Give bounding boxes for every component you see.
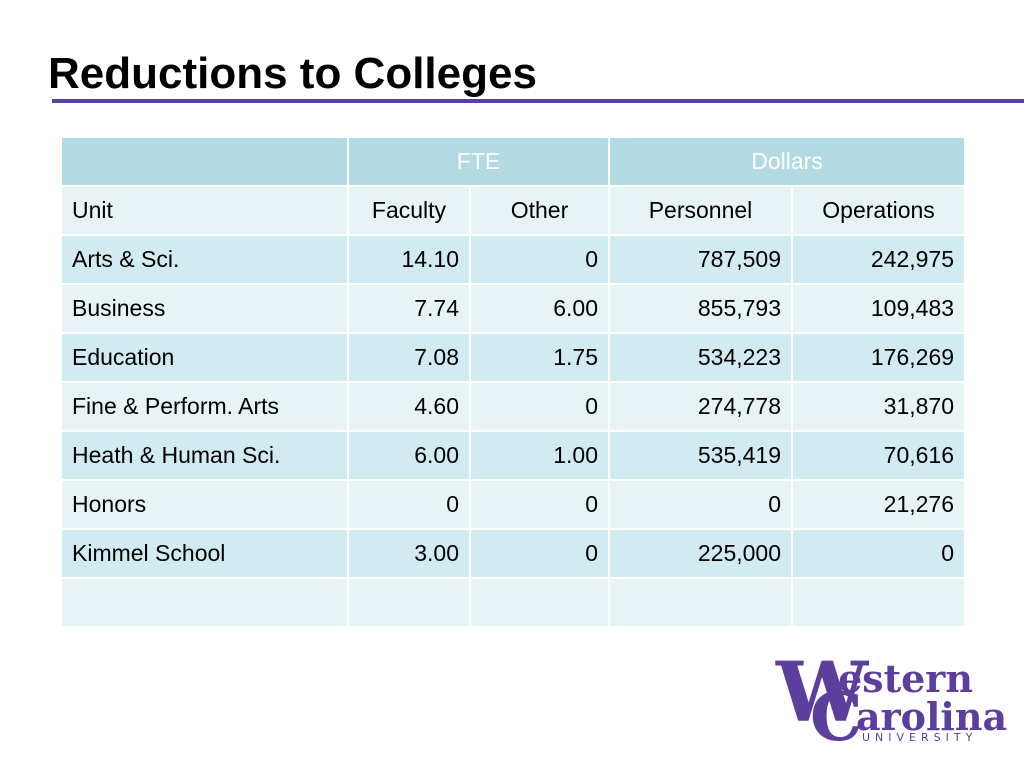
cell-other: 1.00: [468, 430, 611, 481]
cell-faculty: 7.74: [347, 283, 471, 334]
logo-line2-rest: arolina: [856, 694, 1008, 739]
group-header-fte: FTE: [346, 136, 611, 187]
cell-operations: [791, 577, 967, 628]
title-divider: [52, 99, 1024, 103]
table-row: Arts & Sci. 14.10 0 787,509 242,975: [60, 234, 967, 285]
cell-personnel: 534,223: [608, 332, 794, 383]
cell-other: [468, 577, 611, 628]
table-row: Honors 0 0 0 21,276: [60, 479, 967, 530]
column-header-row: Unit Faculty Other Personnel Operations: [60, 185, 967, 236]
column-header-other: Other: [468, 185, 611, 236]
table-row: [60, 577, 967, 628]
cell-faculty: 6.00: [347, 430, 471, 481]
cell-personnel: 787,509: [608, 234, 794, 285]
cell-unit: Heath & Human Sci.: [60, 430, 349, 481]
cell-unit: Arts & Sci.: [60, 234, 349, 285]
column-header-operations: Operations: [791, 185, 967, 236]
table-row: Kimmel School 3.00 0 225,000 0: [60, 528, 967, 579]
table-row: Heath & Human Sci. 6.00 1.00 535,419 70,616: [60, 430, 967, 481]
cell-personnel: 535,419: [608, 430, 794, 481]
cell-unit: Honors: [60, 479, 349, 530]
cell-faculty: 0: [347, 479, 471, 530]
cell-other: 1.75: [468, 332, 611, 383]
cell-faculty: 3.00: [347, 528, 471, 579]
cell-personnel: [608, 577, 794, 628]
cell-personnel: 225,000: [608, 528, 794, 579]
cell-personnel: 0: [608, 479, 794, 530]
cell-unit: Education: [60, 332, 349, 383]
logo-initial-w: W: [776, 645, 869, 741]
cell-operations: 109,483: [791, 283, 967, 334]
cell-operations: 70,616: [791, 430, 967, 481]
cell-other: 0: [468, 381, 611, 432]
cell-other: 0: [468, 479, 611, 530]
university-logo: W estern C arolina UNIVERSITY: [776, 652, 1007, 756]
cell-operations: 0: [791, 528, 967, 579]
table-row: Fine & Perform. Arts 4.60 0 274,778 31,870: [60, 381, 967, 432]
cell-unit: Business: [60, 283, 349, 334]
logo-university-text: UNIVERSITY: [862, 731, 978, 744]
cell-faculty: 14.10: [347, 234, 471, 285]
cell-personnel: 855,793: [608, 283, 794, 334]
cell-operations: 242,975: [791, 234, 967, 285]
cell-unit: [60, 577, 349, 628]
group-header-blank: [60, 136, 349, 187]
cell-other: 6.00: [468, 283, 611, 334]
cell-faculty: 4.60: [347, 381, 471, 432]
column-header-unit: Unit: [60, 185, 349, 236]
cell-operations: 21,276: [791, 479, 967, 530]
cell-other: 0: [468, 528, 611, 579]
logo-line1-rest: estern: [838, 656, 973, 701]
cell-other: 0: [468, 234, 611, 285]
column-header-personnel: Personnel: [608, 185, 794, 236]
reductions-table: FTE Dollars Unit Faculty Other Personnel…: [60, 136, 967, 628]
cell-personnel: 274,778: [608, 381, 794, 432]
table-body: FTE Dollars Unit Faculty Other Personnel…: [60, 136, 967, 628]
cell-faculty: 7.08: [347, 332, 471, 383]
cell-unit: Fine & Perform. Arts: [60, 381, 349, 432]
table-row: Business 7.74 6.00 855,793 109,483: [60, 283, 967, 334]
group-header-row: FTE Dollars: [60, 136, 967, 187]
cell-operations: 176,269: [791, 332, 967, 383]
cell-operations: 31,870: [791, 381, 967, 432]
column-header-faculty: Faculty: [347, 185, 471, 236]
page-title: Reductions to Colleges: [48, 49, 537, 98]
cell-unit: Kimmel School: [60, 528, 349, 579]
table-row: Education 7.08 1.75 534,223 176,269: [60, 332, 967, 383]
logo-initial-c: C: [810, 678, 863, 756]
cell-faculty: [347, 577, 471, 628]
group-header-dollars: Dollars: [608, 136, 967, 187]
